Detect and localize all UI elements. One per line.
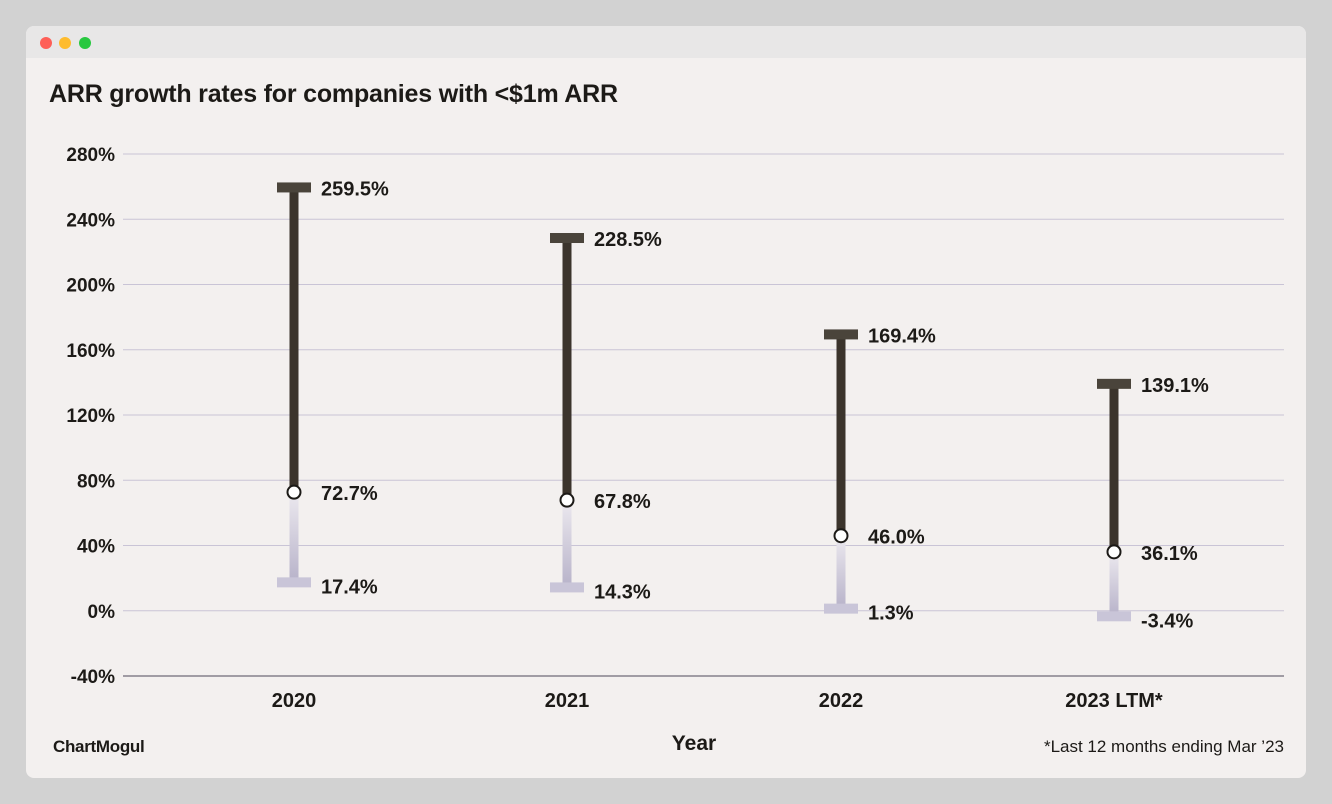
- top-cap: [1097, 378, 1131, 389]
- app-window: ARR growth rates for companies with <$1m…: [26, 26, 1306, 778]
- lower-range-bar: [1109, 551, 1119, 617]
- range-chart: 280% 240% 200% 160% 120% 80% 40% 0% -40% 259.5% 72…: [66, 145, 1284, 755]
- top-cap: [550, 233, 584, 244]
- top-value-label: 228.5%: [594, 229, 662, 251]
- window-titlebar: [26, 26, 1306, 58]
- lower-range-bar: [289, 492, 299, 583]
- maximize-button[interactable]: [79, 37, 91, 49]
- top-value-label: 139.1%: [1141, 375, 1209, 397]
- lower-range-bar: [836, 535, 846, 609]
- bottom-cap: [550, 582, 584, 593]
- y-tick-label: -40%: [71, 667, 115, 688]
- upper-range-bar: [289, 187, 299, 493]
- median-marker: [1106, 544, 1122, 560]
- bottom-value-label: 14.3%: [594, 581, 651, 603]
- top-cap: [277, 182, 311, 193]
- upper-range-bar: [1109, 383, 1119, 552]
- y-tick-label: 240%: [66, 210, 115, 231]
- chart-title: ARR growth rates for companies with <$1m…: [49, 80, 618, 108]
- x-axis-title: Year: [672, 732, 716, 755]
- bottom-cap: [1097, 611, 1131, 622]
- median-marker: [833, 528, 849, 544]
- top-value-label: 169.4%: [868, 325, 936, 347]
- y-tick-label: 160%: [66, 341, 115, 362]
- close-button[interactable]: [40, 37, 52, 49]
- y-tick-label: 40%: [77, 537, 115, 558]
- median-marker: [286, 484, 302, 500]
- bottom-value-label: 1.3%: [868, 603, 914, 625]
- y-tick-label: 280%: [66, 145, 115, 166]
- upper-range-bar: [562, 238, 572, 501]
- bottom-cap: [824, 603, 858, 614]
- top-value-label: 259.5%: [321, 178, 389, 200]
- footnote: *Last 12 months ending Mar ’23: [1043, 737, 1284, 756]
- bottom-value-label: 17.4%: [321, 576, 378, 598]
- y-tick-label: 200%: [66, 276, 115, 297]
- x-tick-label: 2023 LTM*: [1065, 690, 1163, 712]
- median-value-label: 67.8%: [594, 491, 651, 513]
- median-marker: [559, 492, 575, 508]
- x-tick-label: 2022: [819, 690, 864, 712]
- bottom-cap: [277, 577, 311, 588]
- upper-range-bar: [836, 334, 846, 536]
- median-value-label: 72.7%: [321, 483, 378, 505]
- y-tick-label: 80%: [77, 471, 115, 492]
- median-value-label: 36.1%: [1141, 543, 1198, 565]
- median-value-label: 46.0%: [868, 527, 925, 549]
- y-tick-label: 0%: [88, 602, 116, 623]
- lower-range-bar: [562, 500, 572, 588]
- bottom-value-label: -3.4%: [1141, 610, 1193, 632]
- y-tick-label: 120%: [66, 406, 115, 427]
- top-cap: [824, 329, 858, 340]
- x-tick-label: 2020: [272, 690, 317, 712]
- x-tick-label: 2021: [545, 690, 590, 712]
- minimize-button[interactable]: [59, 37, 71, 49]
- chartmogul-logo: ChartMogul: [53, 737, 145, 756]
